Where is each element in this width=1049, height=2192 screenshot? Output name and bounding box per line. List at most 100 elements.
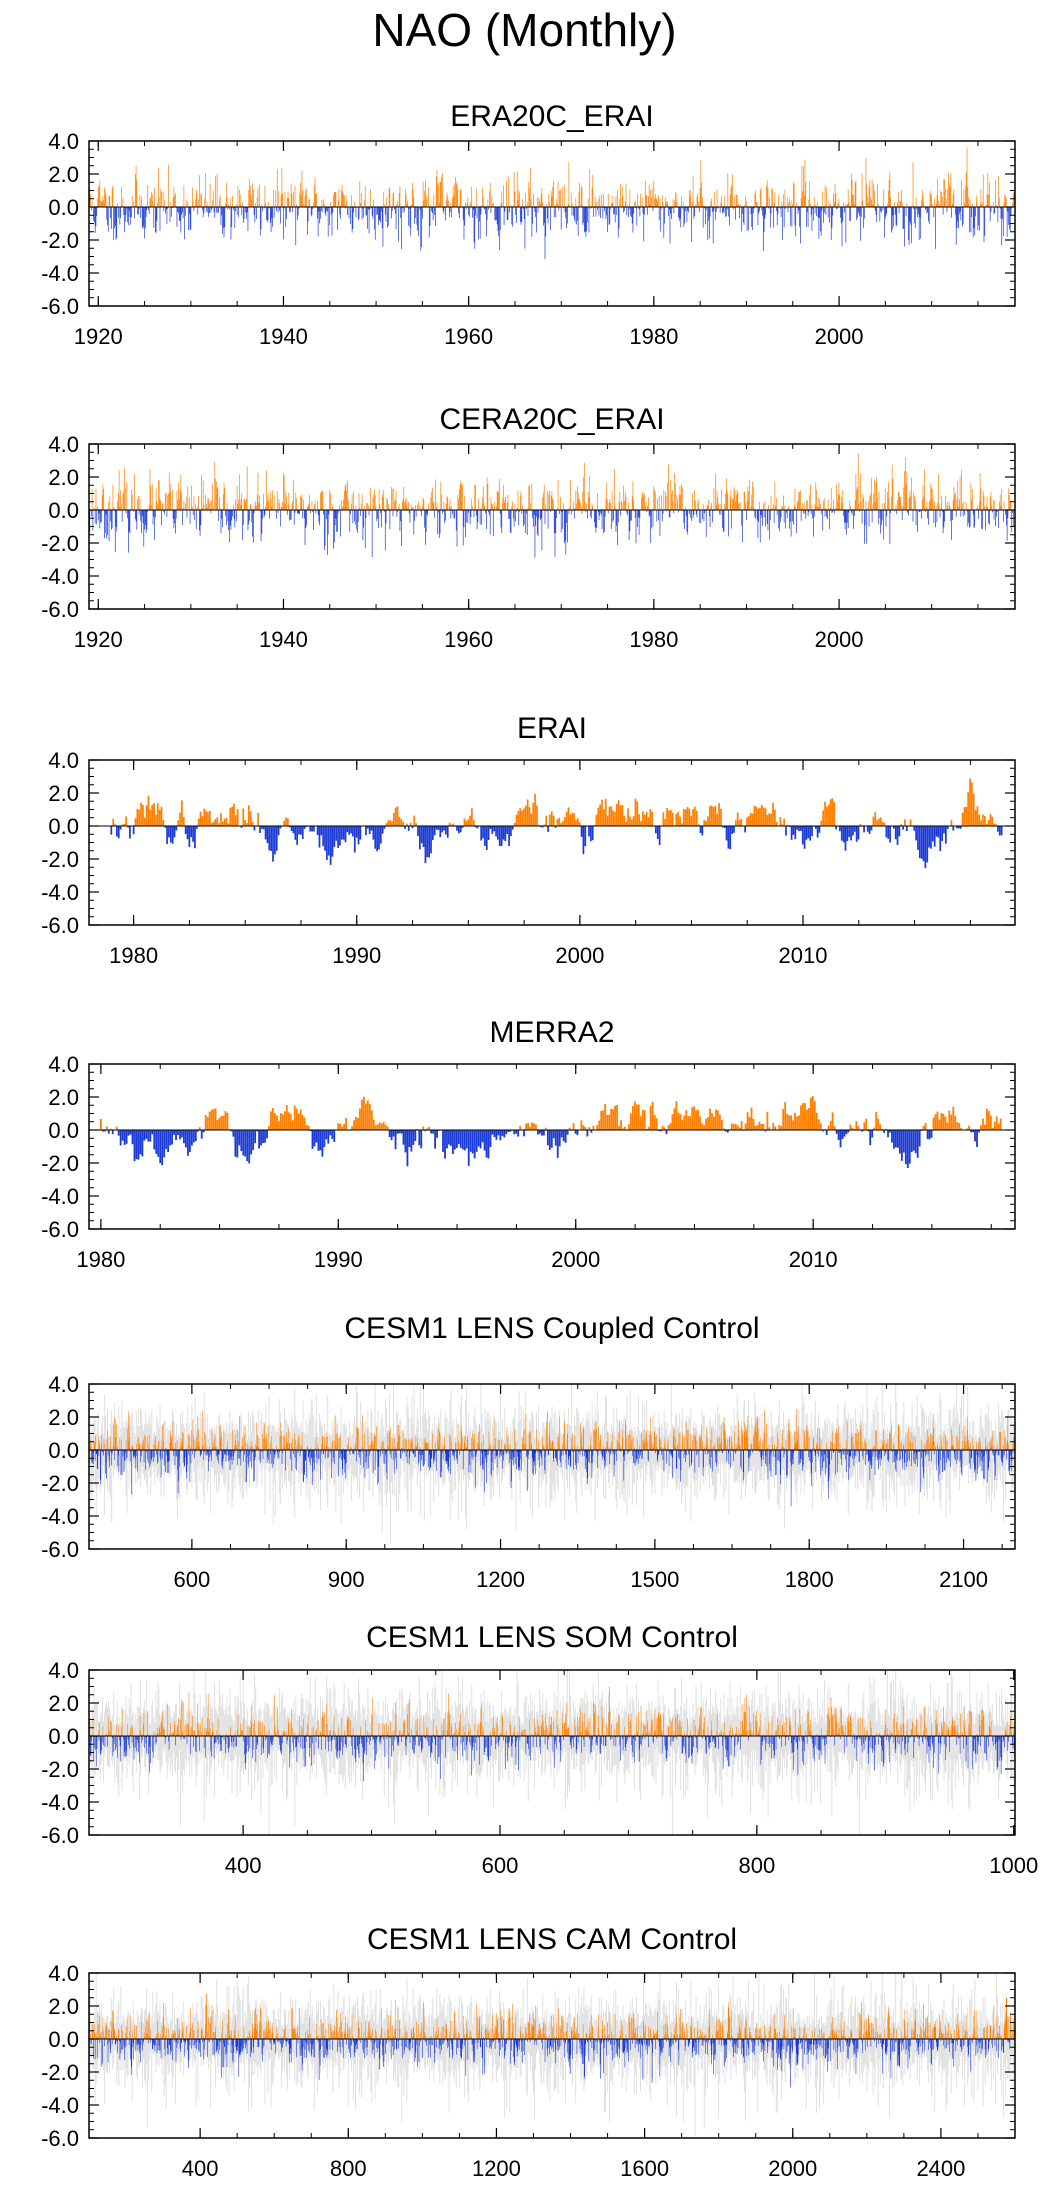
bar (290, 826, 293, 832)
bar (448, 207, 450, 217)
bar (107, 207, 109, 232)
bar (104, 190, 106, 207)
bar (275, 826, 278, 851)
bar (787, 505, 789, 510)
bar (761, 510, 763, 518)
bar (280, 507, 282, 510)
bar (628, 207, 630, 210)
bar (580, 502, 581, 510)
bar (388, 503, 389, 510)
bar (974, 1130, 976, 1142)
bar (171, 207, 172, 217)
bar (505, 496, 506, 510)
bar (378, 1122, 381, 1130)
bar (283, 207, 285, 209)
bar (634, 798, 637, 826)
bar (923, 496, 925, 510)
bar (260, 826, 263, 829)
bar (973, 510, 975, 529)
bar (633, 1101, 636, 1130)
bar (337, 510, 338, 532)
bar (199, 811, 202, 826)
bar (241, 207, 243, 216)
bar (297, 1113, 300, 1130)
bar (629, 189, 631, 207)
bar (499, 1130, 502, 1141)
bar (161, 510, 162, 526)
bar (324, 510, 326, 546)
bar (303, 1117, 306, 1130)
bar (860, 207, 861, 241)
bar (537, 824, 540, 826)
bar (320, 207, 321, 219)
bar (837, 494, 839, 510)
bar (387, 207, 388, 228)
bar (607, 500, 608, 510)
bar (133, 201, 135, 207)
bar (254, 1450, 256, 1458)
bar (137, 1438, 139, 1450)
bar (911, 477, 912, 510)
bar (942, 510, 944, 534)
bar (97, 1450, 99, 1470)
bar (350, 510, 351, 515)
bar (111, 188, 113, 207)
bar (254, 505, 256, 510)
bar (666, 808, 668, 826)
bar (682, 809, 685, 826)
bar (455, 1130, 458, 1148)
bar (198, 1429, 199, 1450)
bar (175, 207, 177, 209)
bar (921, 499, 923, 510)
bar (596, 510, 598, 528)
bar (374, 207, 376, 240)
bar (583, 207, 585, 233)
bar (573, 207, 574, 217)
bar (412, 506, 414, 510)
bar (424, 510, 425, 528)
bar (597, 493, 598, 510)
bar (1002, 207, 1003, 219)
bar (484, 826, 486, 846)
bar (576, 1130, 579, 1136)
bar (319, 1130, 322, 1151)
bar (476, 826, 479, 829)
bar (535, 1124, 537, 1130)
bar (298, 207, 300, 209)
bar (1012, 510, 1013, 514)
bar (944, 1116, 947, 1130)
bar (521, 510, 523, 515)
bar (425, 510, 427, 533)
bar (550, 207, 551, 231)
bar (210, 207, 212, 213)
bar (939, 826, 942, 852)
bar (205, 173, 206, 207)
bar (877, 1118, 880, 1130)
bar (992, 202, 994, 207)
bar (759, 190, 761, 207)
bar (210, 1450, 212, 1452)
bar (174, 195, 175, 207)
bar (627, 808, 629, 826)
bar (203, 1450, 205, 1453)
bar (318, 826, 321, 848)
bar (132, 1450, 134, 1456)
bar (306, 510, 307, 526)
bar (870, 199, 872, 207)
bar (590, 510, 591, 517)
bar (591, 826, 594, 841)
bar (219, 507, 221, 510)
bar (164, 199, 165, 207)
bar (791, 207, 793, 227)
bar (558, 1130, 561, 1147)
bar (710, 506, 712, 510)
bar (650, 189, 652, 207)
bar (952, 193, 954, 207)
bar (184, 207, 186, 240)
bar (699, 826, 702, 833)
bar (853, 826, 856, 832)
bar (983, 207, 985, 242)
bar (606, 815, 609, 826)
bar (290, 207, 291, 212)
bar (190, 826, 193, 838)
